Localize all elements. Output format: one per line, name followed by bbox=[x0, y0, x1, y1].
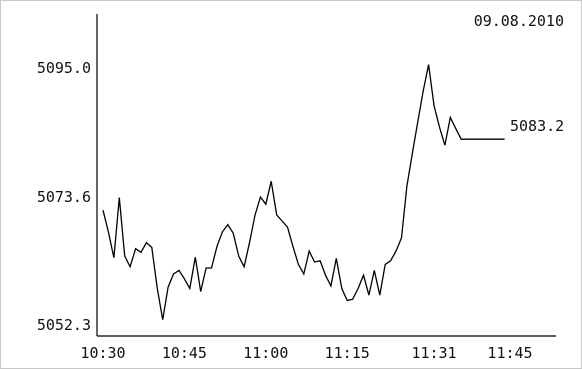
x-tick-label: 11:31 bbox=[411, 344, 456, 362]
y-tick-label: 5052.3 bbox=[37, 316, 91, 334]
x-tick-label: 10:45 bbox=[162, 344, 207, 362]
last-value-label: 5083.2 bbox=[510, 117, 564, 135]
series-line bbox=[102, 64, 505, 320]
y-tick-label: 5073.6 bbox=[37, 188, 91, 206]
x-tick-label: 11:15 bbox=[325, 344, 370, 362]
date-label: 09.08.2010 bbox=[474, 12, 564, 30]
x-tick-label: 11:45 bbox=[487, 344, 532, 362]
x-tick-label: 11:00 bbox=[243, 344, 288, 362]
x-tick-label: 10:30 bbox=[80, 344, 125, 362]
y-tick-label: 5095.0 bbox=[37, 59, 91, 77]
